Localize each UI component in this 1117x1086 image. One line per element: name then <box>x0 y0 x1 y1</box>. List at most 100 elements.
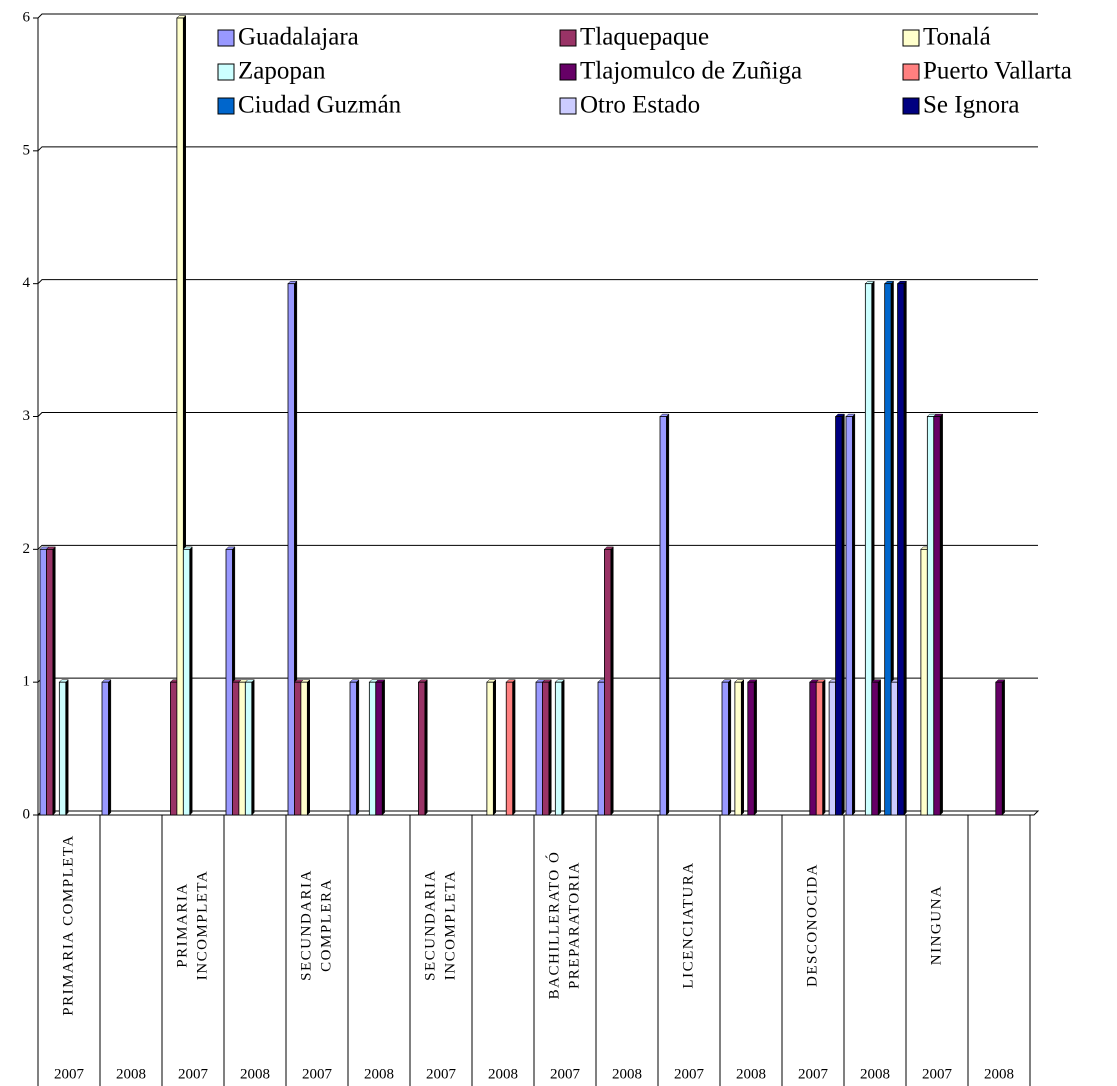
x-tick-label: 2007 <box>798 1066 829 1082</box>
bar <box>300 679 311 816</box>
bar-face <box>828 681 836 816</box>
bar-face <box>659 416 667 816</box>
bar <box>244 679 255 816</box>
x-tick-label: 2007 <box>54 1066 85 1082</box>
bar <box>747 679 758 816</box>
grid-line <box>37 146 1038 152</box>
group-label: SECUNDARIA <box>298 869 314 981</box>
x-tick-label: 2007 <box>674 1066 705 1082</box>
bar <box>554 679 565 816</box>
bar <box>375 679 386 816</box>
group-label: INCOMPLETA <box>442 870 458 980</box>
legend-label: Tlajomulco de Zuñiga <box>580 58 802 85</box>
bar <box>45 546 56 816</box>
legend-swatch <box>217 97 235 115</box>
legend-swatch <box>902 29 920 47</box>
bar-face <box>864 283 873 816</box>
group-label: NINGUNA <box>928 885 944 966</box>
bar <box>417 679 428 816</box>
bar <box>541 679 552 816</box>
bar <box>721 679 732 816</box>
legend-label: Otro Estado <box>580 92 700 119</box>
grid-line <box>37 544 1038 550</box>
group-label: PREPARATORIA <box>566 861 582 989</box>
legend-swatch <box>559 97 577 115</box>
bar-face <box>926 416 935 816</box>
y-tick-label: 1 <box>23 674 31 690</box>
legend-label: Guadalajara <box>238 24 359 51</box>
bar-face <box>554 681 563 816</box>
bar-face <box>542 681 550 816</box>
bar-face <box>244 681 253 816</box>
bar-face <box>238 681 246 816</box>
legend-label: Ciudad Guzmán <box>238 92 402 119</box>
bar-face <box>995 681 1003 816</box>
bar-face <box>845 416 853 816</box>
bar-face <box>890 681 898 816</box>
y-tick-label: 2 <box>23 541 31 557</box>
bar-face <box>176 17 184 816</box>
bar <box>182 546 193 816</box>
bar-face <box>287 283 295 816</box>
y-tick-label: 0 <box>23 806 31 822</box>
group-label: DESCONOCIDA <box>804 863 820 987</box>
x-tick-label: 2007 <box>302 1066 333 1082</box>
bar-face <box>101 681 109 816</box>
bar <box>603 546 614 816</box>
bar <box>58 679 69 816</box>
legend-swatch <box>902 63 920 81</box>
bar <box>505 679 516 816</box>
bar-face <box>535 681 543 816</box>
legend-label: Tonalá <box>923 24 991 51</box>
x-tick-label: 2008 <box>612 1066 642 1082</box>
bar-face <box>747 681 755 816</box>
bar-face <box>721 681 729 816</box>
bar-face <box>294 681 302 816</box>
bar-face <box>604 548 612 816</box>
bar <box>871 679 882 816</box>
bar <box>834 413 846 816</box>
x-tick-label: 2008 <box>488 1066 518 1082</box>
bar-face <box>39 548 47 816</box>
bar <box>659 413 670 816</box>
grid-line <box>37 13 1038 19</box>
group-label: PRIMARIA COMPLETA <box>60 834 76 1015</box>
group-label: PRIMARIA <box>174 882 190 967</box>
grid-line <box>37 279 1038 285</box>
bar-face <box>418 681 426 816</box>
bar-face <box>920 548 928 816</box>
y-tick-label: 3 <box>23 408 31 424</box>
bar-face <box>809 681 817 816</box>
legend-swatch <box>559 63 577 81</box>
legend-swatch <box>217 63 235 81</box>
legend-swatch <box>559 29 577 47</box>
bar-face <box>486 681 494 816</box>
bar-face <box>933 416 941 816</box>
bar-face <box>170 681 178 816</box>
bar-face <box>871 681 879 816</box>
group-label: INCOMPLETA <box>194 870 210 980</box>
grid-line <box>37 412 1038 417</box>
group-label: COMPLERA <box>318 878 334 972</box>
y-tick-label: 4 <box>23 275 31 291</box>
bar-face <box>815 681 824 816</box>
bar <box>933 413 944 816</box>
bar-face <box>505 681 514 816</box>
bar <box>101 679 112 816</box>
group-label: SECUNDARIA <box>422 869 438 981</box>
bar-face <box>349 681 357 816</box>
bar <box>896 280 908 816</box>
x-tick-label: 2007 <box>550 1066 581 1082</box>
x-tick-label: 2008 <box>364 1066 394 1082</box>
bar <box>486 679 497 816</box>
bar-face <box>46 548 54 816</box>
x-tick-label: 2008 <box>860 1066 890 1082</box>
bar <box>815 679 826 816</box>
legend-label: Puerto Vallarta <box>923 58 1072 85</box>
bar-face <box>375 681 383 816</box>
bar-face <box>225 548 233 816</box>
bar-face <box>182 548 191 816</box>
legend-label: Tlaquepaque <box>580 24 709 51</box>
bar-face <box>58 681 67 816</box>
